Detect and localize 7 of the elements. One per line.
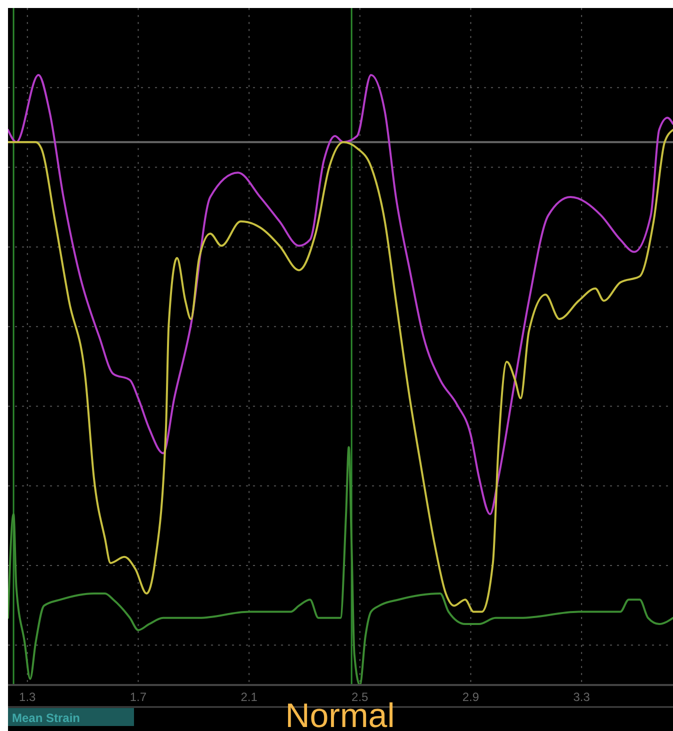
x-tick-label: 2.9 (462, 690, 480, 704)
text: Mean Strain (12, 711, 80, 725)
x-tick-label: 3.3 (573, 690, 590, 704)
x-tick-label: 1.3 (19, 690, 36, 704)
x-tick-label: 2.1 (240, 690, 258, 704)
x-tick-label: 1.7 (130, 690, 147, 704)
x-tick-label: 2.5 (352, 690, 369, 704)
